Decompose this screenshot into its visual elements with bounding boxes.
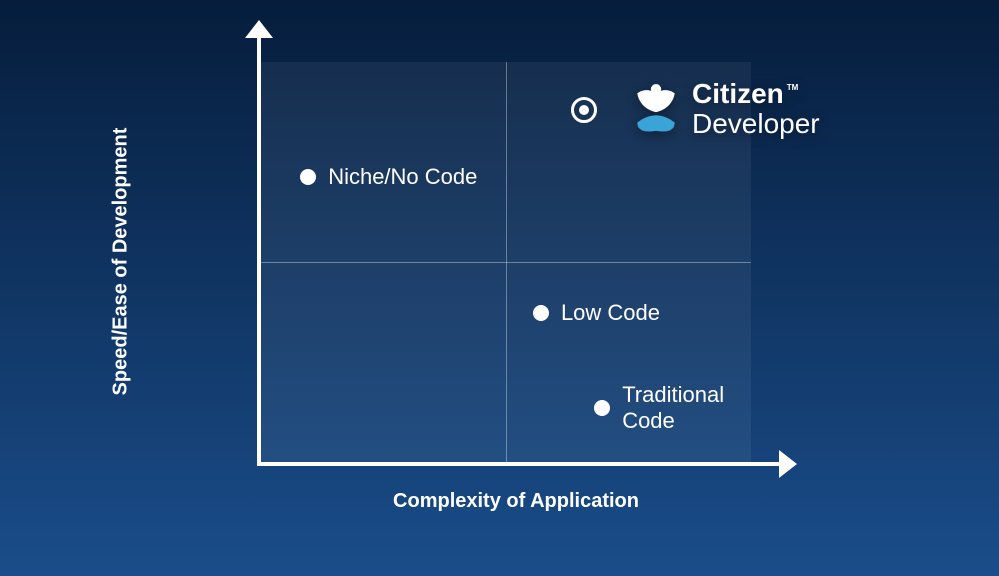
dot-icon [594, 400, 610, 416]
y-axis [257, 34, 261, 466]
point-label: Traditional Code [622, 382, 751, 434]
dot-icon [533, 305, 549, 321]
x-axis-arrow [779, 450, 797, 478]
logo-icon [630, 83, 682, 135]
target-marker [571, 97, 597, 123]
citizen-developer-logo: Citizen TM Developer [630, 80, 820, 138]
dot-icon [300, 169, 316, 185]
point-traditional-code: Traditional Code [594, 382, 751, 434]
grid-horizontal [261, 262, 751, 263]
logo-text: Citizen TM Developer [692, 80, 820, 138]
point-label: Niche/No Code [328, 164, 477, 190]
logo-tm: TM [787, 84, 799, 92]
y-axis-arrow [245, 20, 273, 38]
logo-line2: Developer [692, 110, 820, 138]
point-niche-no-code: Niche/No Code [300, 164, 477, 190]
logo-line1: Citizen [692, 80, 784, 108]
x-axis [257, 462, 779, 466]
point-low-code: Low Code [533, 300, 660, 326]
y-axis-label: Speed/Ease of Development [110, 112, 133, 412]
x-axis-label: Complexity of Application [366, 490, 666, 513]
point-label: Low Code [561, 300, 660, 326]
